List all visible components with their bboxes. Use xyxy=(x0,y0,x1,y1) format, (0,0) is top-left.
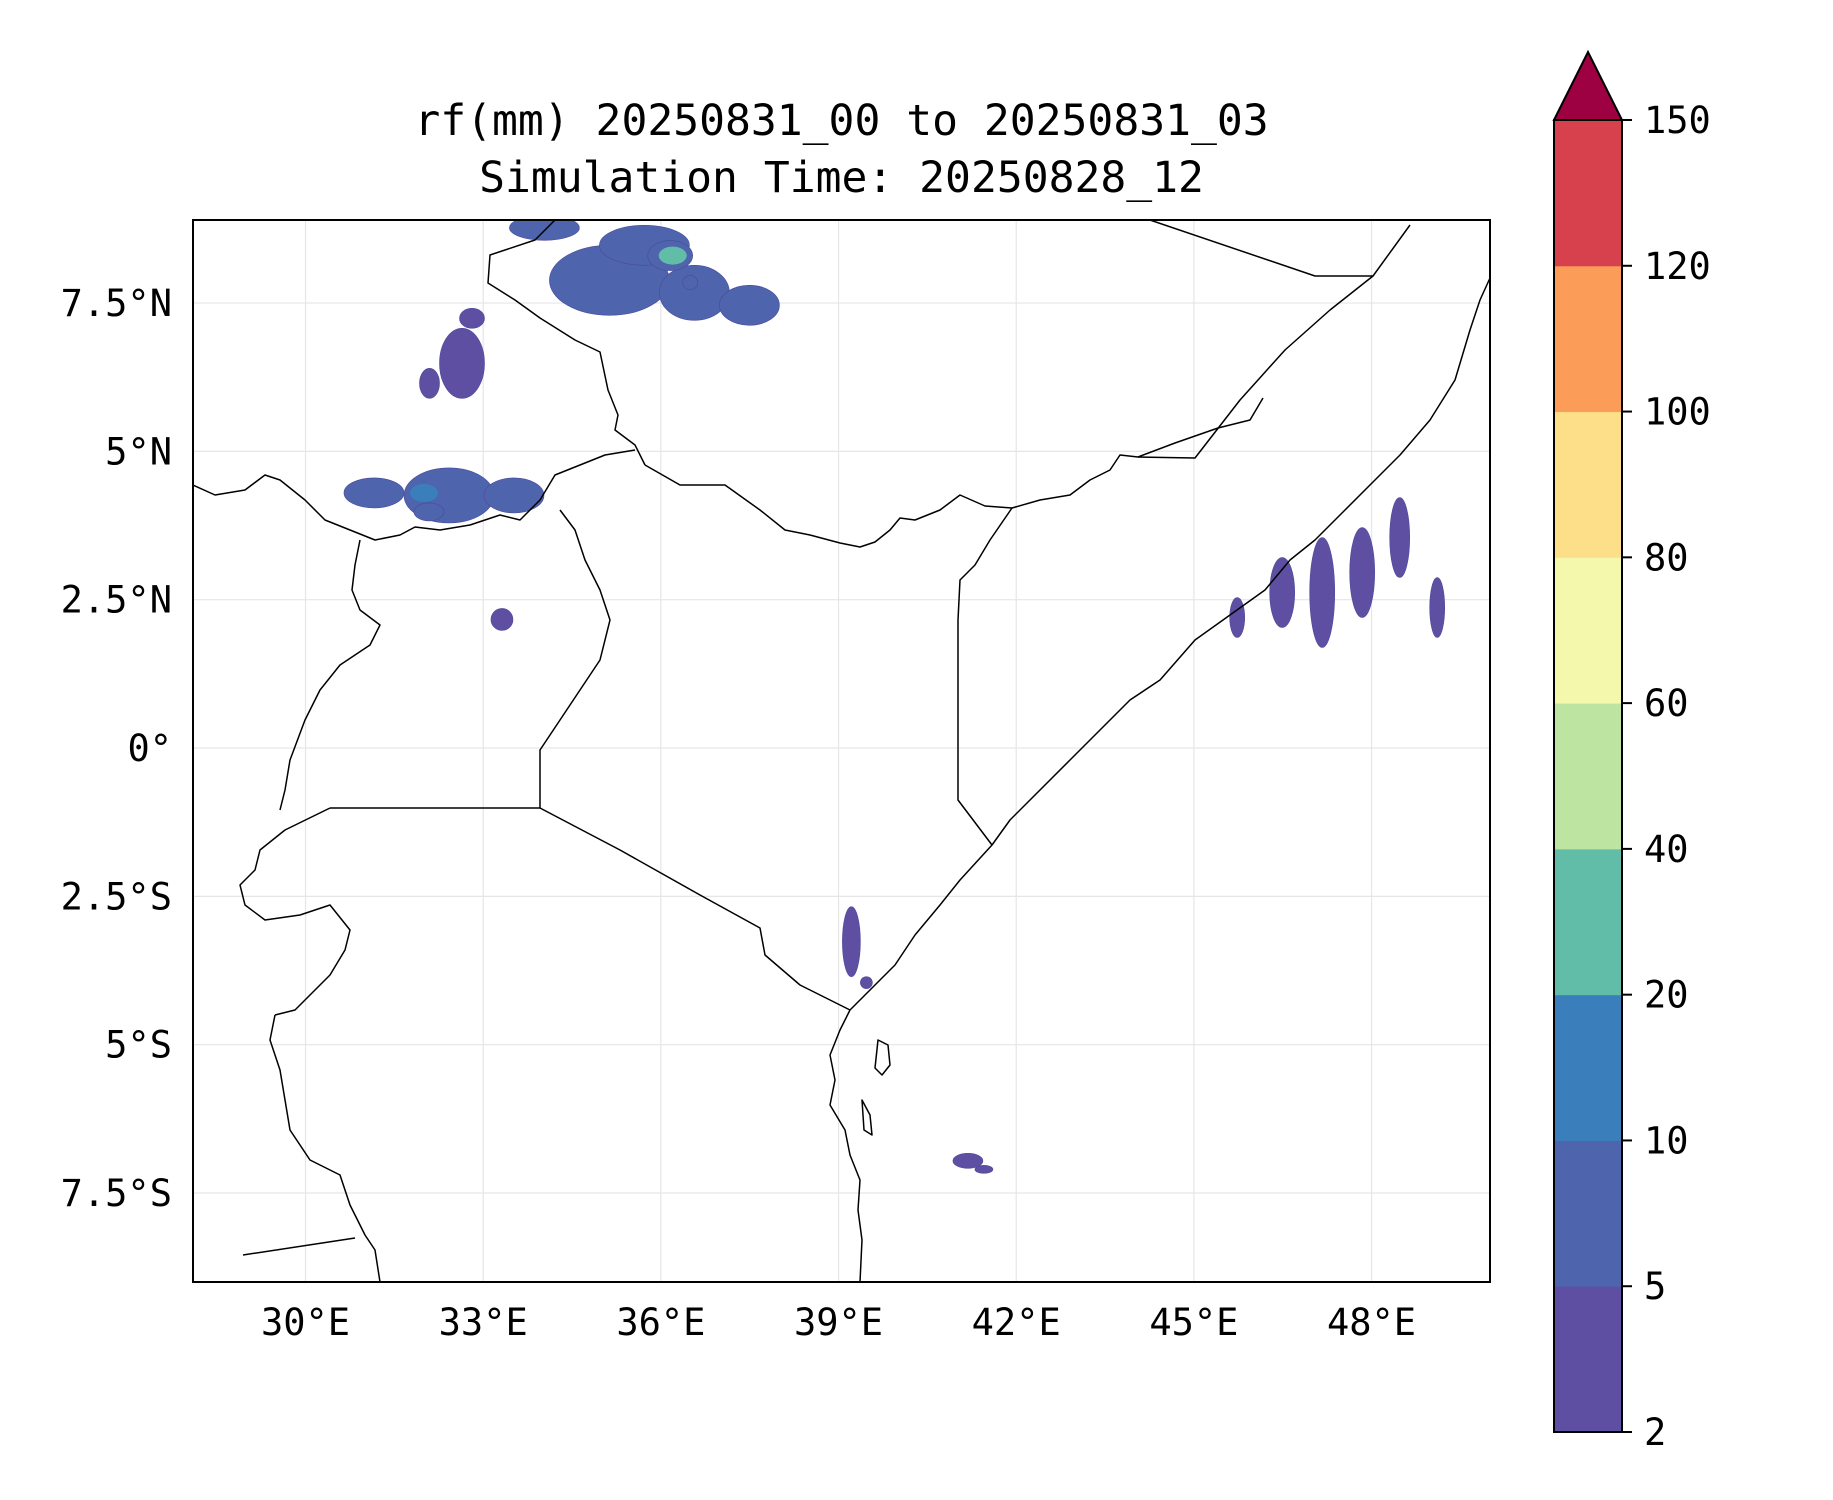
lon-tick-label: 42°E xyxy=(972,1301,1061,1344)
colorbar-segment xyxy=(1554,1286,1622,1433)
colorbar-tick-label: 2 xyxy=(1644,1411,1666,1454)
rain-patch xyxy=(439,328,485,399)
border-uganda-drc xyxy=(279,539,381,811)
rain-patch xyxy=(1429,577,1446,638)
rain-area-ethiopia-sw-highlands xyxy=(647,240,699,290)
rain-area-indian-ocean-somalia xyxy=(1229,497,1446,648)
colorbar-tick-label: 20 xyxy=(1644,974,1689,1017)
rain-patch xyxy=(419,368,440,399)
lon-tick-label: 36°E xyxy=(616,1301,705,1344)
lat-tick-label: 0° xyxy=(127,727,172,770)
border-tanzania-drc-zambia xyxy=(269,1014,381,1282)
rain-patch xyxy=(1309,537,1336,648)
rainfall-contours xyxy=(343,220,1446,1174)
rain-area-indian-ocean-south xyxy=(952,1153,994,1174)
colorbar-tick-label: 120 xyxy=(1644,245,1711,288)
lon-tick-label: 48°E xyxy=(1327,1301,1416,1344)
colorbar-segment xyxy=(1554,1140,1622,1287)
rain-area-south-sudan-west xyxy=(419,308,485,399)
lon-tick-label: 39°E xyxy=(794,1301,883,1344)
border-uganda-kenya xyxy=(539,509,611,808)
rain-patch xyxy=(483,477,545,514)
lat-tick-label: 5°N xyxy=(105,430,172,473)
country-borders xyxy=(193,220,1490,1282)
rain-patch xyxy=(490,608,514,631)
colorbar-tick-label: 60 xyxy=(1644,682,1689,725)
colorbar-tick-label: 5 xyxy=(1644,1265,1666,1308)
border-ethiopia-kenya-north xyxy=(644,464,1013,548)
rain-patch xyxy=(952,1153,984,1169)
colorbar-tick-label: 40 xyxy=(1644,828,1689,871)
colorbar-segment xyxy=(1554,411,1622,558)
colorbar-segment xyxy=(1554,994,1622,1141)
lat-tick-label: 7.5°S xyxy=(61,1172,172,1215)
colorbar-extend-max xyxy=(1552,49,1624,121)
rain-patch xyxy=(413,502,445,522)
lon-tick-label: 33°E xyxy=(439,1301,528,1344)
border-kenya-somalia xyxy=(957,507,1013,846)
rain-patch xyxy=(1389,497,1411,578)
rain-core xyxy=(658,246,687,265)
lon-tick-label: 45°E xyxy=(1149,1301,1238,1344)
colorbar-segment xyxy=(1554,120,1622,267)
coast-kenya-tanzania xyxy=(829,1009,863,1282)
colorbar-segment xyxy=(1554,848,1622,996)
colorbar-tick-label: 150 xyxy=(1644,99,1711,142)
colorbar-frame xyxy=(1553,119,1623,1433)
rain-patch xyxy=(1229,597,1246,638)
border-south-sudan-ethiopia xyxy=(487,220,646,466)
border-south-sudan-uganda-drc xyxy=(193,449,636,541)
rain-patch xyxy=(719,284,780,326)
rain-area-south-sudan-ethiopia-border xyxy=(509,220,780,326)
colorbar-segment xyxy=(1554,703,1622,850)
rain-patch xyxy=(459,308,485,329)
rain-area-lake-victoria-ne xyxy=(490,608,514,631)
border-ethiopia-somaliland xyxy=(1137,275,1374,459)
mafia-island xyxy=(861,1099,873,1136)
rain-core xyxy=(605,276,634,295)
coast-kenya-somalia xyxy=(849,277,1490,1011)
map-title: rf(mm) 20250831_00 to 20250831_03 xyxy=(414,96,1269,146)
border-kenya-tanzania xyxy=(539,807,851,1011)
rain-core xyxy=(409,483,438,502)
colorbar: 2 5 10 20 40 60 80 100 120 150 xyxy=(1552,49,1711,1454)
rain-patch xyxy=(842,906,861,977)
border-ethiopia-eritrea-djibouti xyxy=(1149,220,1411,277)
colorbar-tick-label: 80 xyxy=(1644,536,1689,579)
rain-patch xyxy=(974,1165,994,1174)
map-subtitle: Simulation Time: 20250828_12 xyxy=(479,153,1204,203)
border-ethiopia-somalia xyxy=(1011,397,1264,509)
lat-tick-label: 5°S xyxy=(105,1024,172,1067)
latitude-axis: 7.5°N 5°N 2.5°N 0° 2.5°S 5°S 7.5°S xyxy=(61,282,172,1215)
rain-patch xyxy=(1269,557,1296,628)
rain-area-south-sudan-uganda-border xyxy=(343,467,545,524)
zanzibar-island xyxy=(874,1039,891,1076)
colorbar-tick-label: 10 xyxy=(1644,1119,1689,1162)
lon-tick-label: 30°E xyxy=(261,1301,350,1344)
lat-tick-label: 7.5°N xyxy=(61,282,172,325)
rain-patch xyxy=(1349,527,1376,618)
rain-area-kenya-coast-mombasa xyxy=(842,906,873,989)
colorbar-segment xyxy=(1554,557,1622,704)
colorbar-segment xyxy=(1554,265,1622,413)
map-gridlines xyxy=(193,220,1490,1282)
rain-patch xyxy=(659,264,730,321)
map-frame xyxy=(192,219,1491,1283)
longitude-axis: 30°E 33°E 36°E 39°E 42°E 45°E 48°E xyxy=(261,1301,1416,1344)
rain-patch xyxy=(860,976,873,989)
colorbar-tick-label: 100 xyxy=(1644,391,1711,434)
lat-tick-label: 2.5°N xyxy=(61,579,172,622)
rain-patch xyxy=(343,477,405,509)
border-rwanda-burundi-tanzania xyxy=(239,807,351,1016)
lat-tick-label: 2.5°S xyxy=(61,875,172,918)
border-tanzania-zambia-malawi xyxy=(242,1237,356,1256)
rain-patch xyxy=(682,275,699,290)
